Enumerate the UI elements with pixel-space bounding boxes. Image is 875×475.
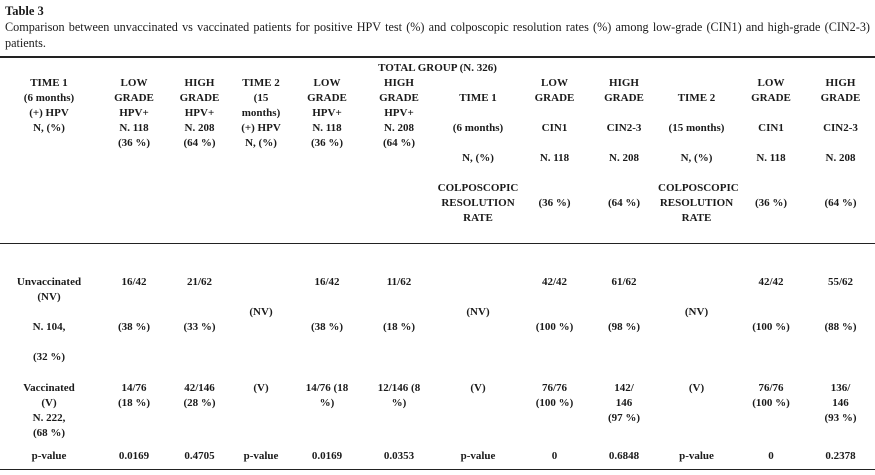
pvalue-col12: 0.2378: [825, 449, 856, 462]
unvaccinated-col2: 16/42 (38 %): [117, 275, 151, 333]
vaccinated-col12: 136/146 (93 %): [824, 381, 857, 424]
vaccinated-col6: 12/146 (8%): [377, 381, 421, 409]
header-rule: [0, 242, 875, 244]
pvalue-col1: p-value: [31, 449, 67, 462]
unvaccinated-col10: (NV): [684, 305, 709, 318]
unvaccinated-col12: 55/62 (88 %): [824, 275, 857, 333]
pvalue-col8: 0: [551, 449, 558, 462]
header-col1: TIME 1 (6 months) (+) HPV N, (%): [23, 76, 75, 134]
vaccinated-col9: 142/146 (97 %): [607, 381, 641, 424]
header-col3: HIGH GRADE HPV+ N. 208 (64 %): [179, 76, 220, 149]
unvaccinated-col7: (NV): [466, 305, 490, 318]
table-caption: Table 3 Comparison between unvaccinated …: [0, 0, 875, 51]
vaccinated-col8: 76/76 (100 %): [535, 381, 574, 409]
top-rule: [0, 56, 875, 58]
pvalue-col7: p-value: [460, 449, 496, 462]
pvalue-col9: 0.6848: [608, 449, 640, 462]
vaccinated-col10: (V): [688, 381, 705, 394]
header-col8: LOW GRADE CIN1 N. 118 (36 %): [534, 76, 575, 209]
pvalue-col3: 0.4705: [184, 449, 215, 462]
unvaccinated-col8: 42/42 (100 %): [535, 275, 574, 333]
header-col12: HIGH GRADE CIN2-3 N. 208 (64 %): [820, 76, 861, 209]
header-col9: HIGH GRADE CIN2-3 N. 208 (64 %): [604, 76, 644, 209]
vaccinated-col2: 14/76 (18 %): [117, 381, 151, 409]
header-col2: LOW GRADE HPV+ N. 118 (36 %): [114, 76, 154, 149]
table-label: Table 3: [5, 4, 44, 18]
unvaccinated-col3: 21/62 (33 %): [183, 275, 216, 333]
pvalue-col11: 0: [768, 449, 774, 462]
header-col4: TIME 2 (15 months) (+) HPV N, (%): [241, 76, 281, 149]
pvalue-col6: 0.0353: [383, 449, 415, 462]
row-pvalue: p-value 0.0169 0.4705 p-value 0.0169 0.0353 p-…: [0, 449, 875, 464]
table-body: Unvaccinated (NV) N. 104, (32 %) 16/42 (38 %)…: [0, 244, 875, 469]
vaccinated-col3: 42/146 (28 %): [183, 381, 216, 409]
vaccinated-col11: 76/76 (100 %): [752, 381, 790, 409]
vaccinated-col4: (V): [253, 381, 269, 394]
pvalue-col5: 0.0169: [311, 449, 343, 462]
unvaccinated-col4: (NV): [249, 305, 273, 318]
pvalue-col4: p-value: [243, 449, 279, 462]
header-col10: TIME 2 (15 months) N, (%) COLPOSCOPIC RESOLU…: [658, 91, 739, 224]
table-header: TOTAL GROUP (N. 326) TIME 1 (6 months) (+)…: [0, 58, 875, 243]
unvaccinated-col11: 42/42 (100 %): [752, 275, 790, 333]
header-col7: TIME 1 (6 months) N, (%) COLPOSCOPIC RESOLUT…: [437, 91, 519, 224]
unvaccinated-col6: 11/62 (18 %): [382, 275, 416, 333]
unvaccinated-col1: Unvaccinated (NV) N. 104, (32 %): [16, 275, 82, 363]
bottom-rule: [0, 468, 875, 470]
header-col6: HIGH GRADE HPV+ N. 208 (64 %): [379, 76, 419, 149]
total-group-spanner: TOTAL GROUP (N. 326): [378, 61, 497, 74]
row-vaccinated: Vaccinated (V) N. 222, (68 %) 14/76 (18 %) 42/…: [0, 381, 875, 441]
unvaccinated-col9: 61/62 (98 %): [607, 275, 641, 333]
pvalue-col2: 0.0169: [118, 449, 150, 462]
header-col11: LOW GRADE CIN1 N. 118 (36 %): [751, 76, 791, 209]
pvalue-col10: p-value: [679, 449, 714, 462]
vaccinated-col7: (V): [470, 381, 486, 394]
row-unvaccinated: Unvaccinated (NV) N. 104, (32 %) 16/42 (38 %)…: [0, 275, 875, 365]
header-col5: LOW GRADE HPV+ N. 118 (36 %): [307, 76, 347, 149]
vaccinated-col5: 14/76 (18%): [305, 381, 349, 409]
header-row: TIME 1 (6 months) (+) HPV N, (%) LOW GRADE HPV…: [0, 76, 875, 226]
unvaccinated-col5: 16/42 (38 %): [310, 275, 344, 333]
vaccinated-col1: Vaccinated (V) N. 222, (68 %): [23, 381, 75, 439]
table-description: Comparison between unvaccinated vs vacci…: [5, 20, 870, 50]
